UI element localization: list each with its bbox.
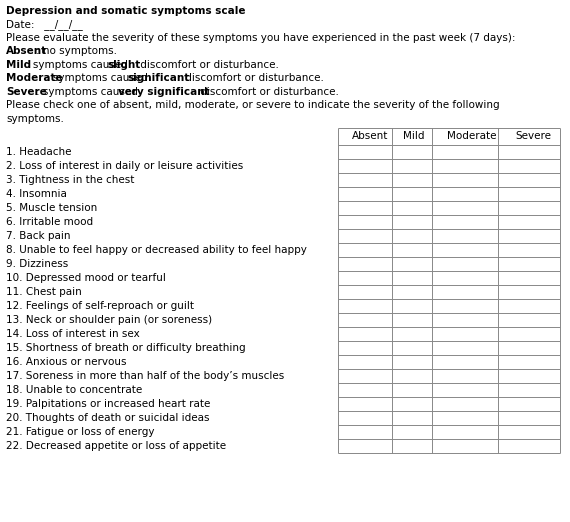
Text: 4. Insomnia: 4. Insomnia: [6, 189, 67, 199]
Text: 11. Chest pain: 11. Chest pain: [6, 287, 82, 297]
Text: Absent: Absent: [6, 46, 47, 56]
Text: Moderate: Moderate: [6, 73, 63, 83]
Text: discomfort or disturbance.: discomfort or disturbance.: [137, 60, 279, 70]
Text: Mild: Mild: [403, 131, 425, 141]
Text: Depression and somatic symptoms scale: Depression and somatic symptoms scale: [6, 6, 246, 16]
Text: 12. Feelings of self-reproach or guilt: 12. Feelings of self-reproach or guilt: [6, 301, 194, 311]
Text: Severe: Severe: [6, 87, 47, 97]
Text: 9. Dizziness: 9. Dizziness: [6, 259, 68, 269]
Text: very significant: very significant: [117, 87, 209, 97]
Text: 22. Decreased appetite or loss of appetite: 22. Decreased appetite or loss of appeti…: [6, 441, 226, 451]
Text: 3. Tightness in the chest: 3. Tightness in the chest: [6, 175, 135, 185]
Text: Date:   __/__/__: Date: __/__/__: [6, 19, 83, 30]
Text: Please evaluate the severity of these symptoms you have experienced in the past : Please evaluate the severity of these sy…: [6, 33, 515, 43]
Text: symptoms.: symptoms.: [6, 114, 64, 124]
Text: : symptoms caused: : symptoms caused: [36, 87, 141, 97]
Text: 15. Shortness of breath or difficulty breathing: 15. Shortness of breath or difficulty br…: [6, 343, 246, 353]
Text: Absent: Absent: [352, 131, 388, 141]
Text: 1. Headache: 1. Headache: [6, 147, 71, 157]
Text: 20. Thoughts of death or suicidal ideas: 20. Thoughts of death or suicidal ideas: [6, 413, 210, 423]
Text: : symptoms caused: : symptoms caused: [46, 73, 150, 83]
Text: 17. Soreness in more than half of the body’s muscles: 17. Soreness in more than half of the bo…: [6, 371, 284, 381]
Text: Mild: Mild: [6, 60, 31, 70]
Text: 21. Fatigue or loss of energy: 21. Fatigue or loss of energy: [6, 427, 154, 437]
Text: 13. Neck or shoulder pain (or soreness): 13. Neck or shoulder pain (or soreness): [6, 315, 212, 325]
Text: significant: significant: [128, 73, 190, 83]
Text: 10. Depressed mood or tearful: 10. Depressed mood or tearful: [6, 273, 166, 283]
Text: 19. Palpitations or increased heart rate: 19. Palpitations or increased heart rate: [6, 399, 210, 409]
Text: 8. Unable to feel happy or decreased ability to feel happy: 8. Unable to feel happy or decreased abi…: [6, 245, 307, 255]
Text: 14. Loss of interest in sex: 14. Loss of interest in sex: [6, 329, 140, 339]
Text: 7. Back pain: 7. Back pain: [6, 231, 71, 241]
Text: slight: slight: [108, 60, 141, 70]
Text: 5. Muscle tension: 5. Muscle tension: [6, 203, 97, 213]
Text: Moderate: Moderate: [447, 131, 497, 141]
Text: 2. Loss of interest in daily or leisure activities: 2. Loss of interest in daily or leisure …: [6, 161, 243, 171]
Text: Severe: Severe: [516, 131, 552, 141]
Text: : symptoms caused: : symptoms caused: [26, 60, 131, 70]
Text: discomfort or disturbance.: discomfort or disturbance.: [182, 73, 324, 83]
Text: 6. Irritable mood: 6. Irritable mood: [6, 217, 93, 227]
Text: 18. Unable to concentrate: 18. Unable to concentrate: [6, 385, 142, 395]
Text: discomfort or disturbance.: discomfort or disturbance.: [197, 87, 339, 97]
Text: Please check one of absent, mild, moderate, or severe to indicate the severity o: Please check one of absent, mild, modera…: [6, 100, 500, 110]
Text: : no symptoms.: : no symptoms.: [36, 46, 117, 56]
Text: 16. Anxious or nervous: 16. Anxious or nervous: [6, 357, 127, 367]
